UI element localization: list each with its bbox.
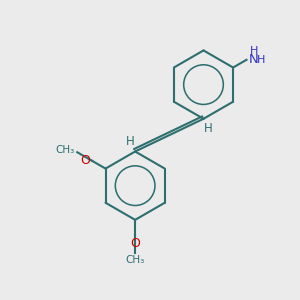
Text: O: O	[130, 237, 140, 250]
Text: CH₃: CH₃	[125, 255, 145, 265]
Text: H: H	[250, 46, 258, 56]
Text: O: O	[80, 154, 90, 167]
Text: H: H	[257, 56, 266, 65]
Text: N: N	[249, 53, 259, 66]
Text: H: H	[204, 122, 213, 136]
Text: CH₃: CH₃	[55, 146, 74, 155]
Text: H: H	[126, 135, 135, 148]
